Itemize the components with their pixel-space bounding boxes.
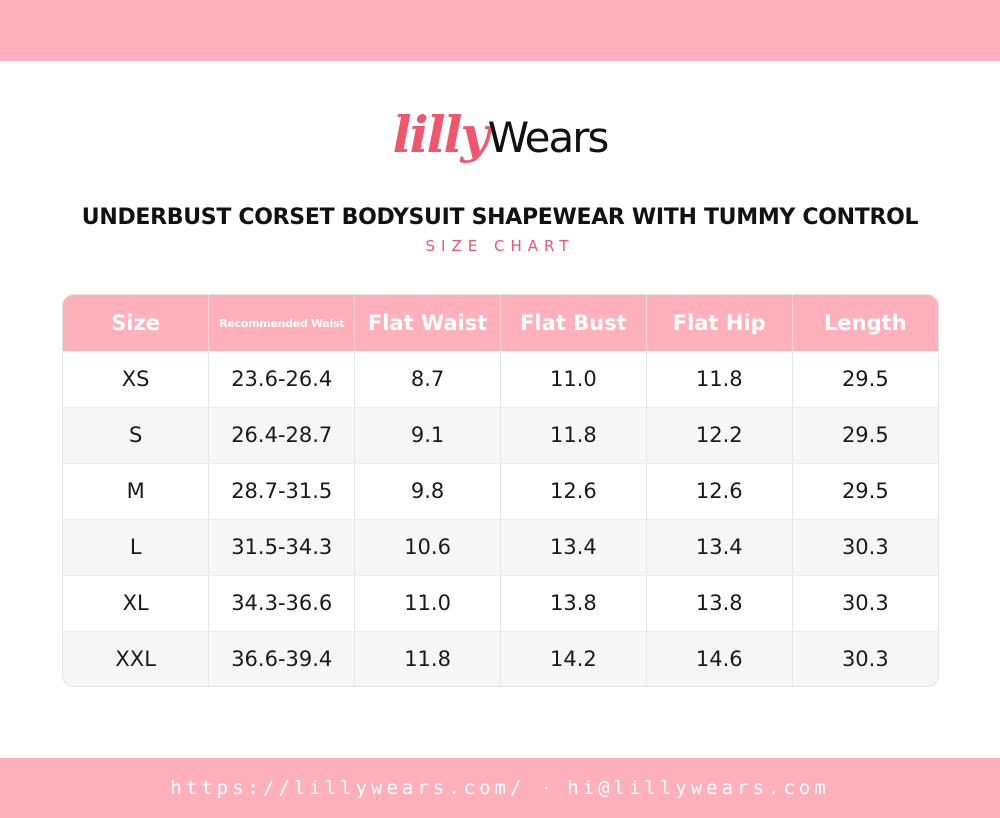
cell-recommended-waist: 31.5-34.3	[208, 519, 356, 576]
size-chart-table-container: Size Recommended Waist Flat Waist Flat B…	[62, 294, 939, 687]
brand-logo: lillyWears	[0, 100, 1000, 172]
cell-flat-waist: 9.1	[354, 407, 501, 464]
cell-flat-bust: 12.6	[500, 463, 647, 520]
cell-flat-hip: 14.6	[646, 631, 793, 686]
cell-flat-waist: 9.8	[354, 463, 501, 520]
cell-length: 30.3	[841, 647, 889, 672]
cell-size: L	[63, 519, 210, 576]
cell-recommended-waist: 23.6-26.4	[208, 351, 356, 408]
footer-email-link[interactable]: hi@lillywears.com	[567, 777, 830, 799]
cell-size: XL	[63, 575, 210, 632]
size-chart-table: Size Recommended Waist Flat Waist Flat B…	[63, 295, 938, 686]
header-flat-waist: Flat Waist	[354, 295, 501, 351]
cell-length: 29.5	[792, 351, 938, 408]
footer-url-link[interactable]: https://lillywears.com/	[170, 777, 526, 799]
cell-size: XS	[63, 351, 210, 408]
footer-separator: ·	[543, 777, 550, 799]
cell-flat-waist: 10.6	[354, 519, 501, 576]
cell-flat-bust: 13.8	[500, 575, 647, 632]
cell-flat-waist: 8.7	[354, 351, 501, 408]
cell-size: XXL	[63, 631, 210, 686]
cell-flat-bust: 13.4	[500, 519, 647, 576]
page-title: UNDERBUST CORSET BODYSUIT SHAPEWEAR WITH…	[81, 205, 919, 230]
cell-length: 30.3	[792, 575, 938, 632]
table-row: L 31.5-34.3 10.6 13.4 13.4 30.3	[63, 519, 938, 576]
header-flat-bust: Flat Bust	[500, 295, 647, 351]
cell-recommended-waist: 28.7-31.5	[208, 463, 356, 520]
cell-size: S	[63, 407, 210, 464]
cell-flat-waist: 11.8	[354, 631, 501, 686]
cell-length: 29.5	[792, 407, 938, 464]
cell-flat-hip: 11.8	[646, 351, 793, 408]
cell-length: 29.5	[792, 463, 938, 520]
footer-banner: https://lillywears.com/ · hi@lillywears.…	[0, 758, 1000, 818]
table-row: S 26.4-28.7 9.1 11.8 12.2 29.5	[63, 407, 938, 464]
top-banner	[0, 0, 1000, 61]
cell-recommended-waist: 26.4-28.7	[208, 407, 356, 464]
table-row: XS 23.6-26.4 8.7 11.0 11.8 29.5	[63, 351, 938, 408]
header-flat-hip: Flat Hip	[646, 295, 793, 351]
cell-length: 30.3	[792, 519, 938, 576]
table-header-row: Size Recommended Waist Flat Waist Flat B…	[63, 295, 938, 351]
cell-flat-bust: 11.8	[500, 407, 647, 464]
logo-script-text: lilly	[392, 105, 490, 164]
header-recommended-waist: Recommended Waist	[208, 295, 356, 351]
cell-flat-hip: 13.4	[646, 519, 793, 576]
cell-flat-bust: 11.0	[500, 351, 647, 408]
cell-flat-waist: 11.0	[354, 575, 501, 632]
cell-recommended-waist: 36.6-39.4	[208, 631, 356, 686]
table-row: M 28.7-31.5 9.8 12.6 12.6 29.5	[63, 463, 938, 520]
cell-flat-hip: 13.8	[646, 575, 793, 632]
header-length: Length	[824, 311, 907, 335]
cell-recommended-waist: 34.3-36.6	[208, 575, 356, 632]
cell-size: M	[63, 463, 210, 520]
table-row: XXL 36.6-39.4 11.8 14.2 14.6 30.3	[63, 631, 938, 686]
page-subtitle: SIZE CHART	[425, 237, 575, 255]
cell-flat-hip: 12.6	[646, 463, 793, 520]
header-size: Size	[63, 295, 210, 351]
logo-sans-text: Wears	[487, 113, 610, 162]
table-row: XL 34.3-36.6 11.0 13.8 13.8 30.3	[63, 575, 938, 632]
cell-flat-bust: 14.2	[500, 631, 647, 686]
cell-flat-hip: 12.2	[646, 407, 793, 464]
